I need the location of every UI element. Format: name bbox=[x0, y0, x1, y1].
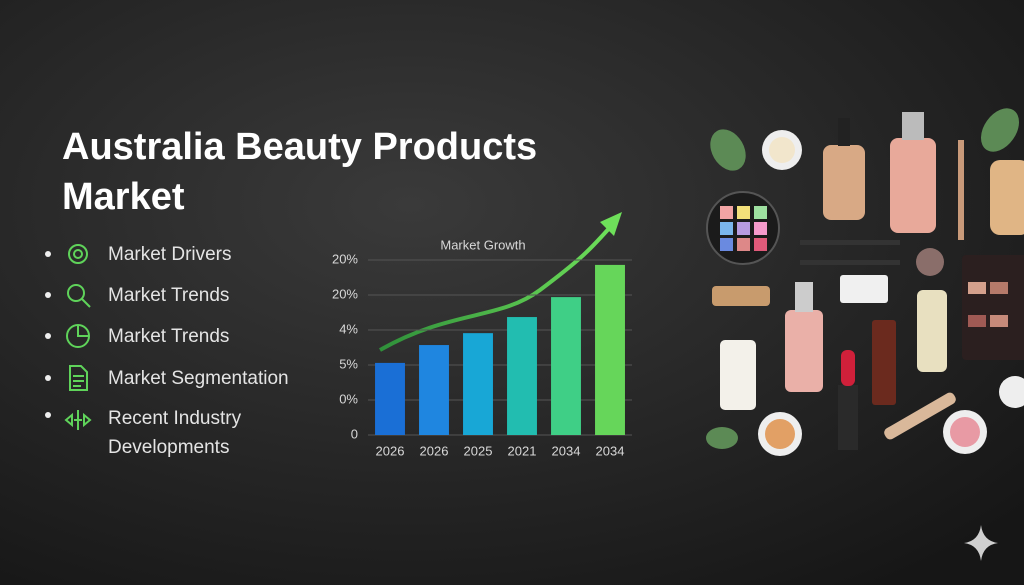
list-item: Market Drivers bbox=[108, 244, 232, 265]
bullet bbox=[45, 333, 51, 339]
x-tick-label: 2026 bbox=[376, 443, 405, 458]
bottle bbox=[917, 290, 947, 372]
eyeshadow-palette bbox=[962, 255, 1024, 360]
list-item: Market Trends bbox=[108, 326, 230, 347]
y-tick-label: 4% bbox=[339, 321, 358, 336]
lip-gloss bbox=[884, 392, 956, 440]
y-tick-label: 0% bbox=[339, 391, 358, 406]
list-item: Recent Industry Developments bbox=[108, 408, 242, 458]
arrow-head bbox=[600, 212, 622, 236]
sparkle-icon bbox=[964, 525, 998, 561]
x-tick-label: 2026 bbox=[420, 443, 449, 458]
y-tick-label: 20% bbox=[332, 286, 358, 301]
y-tick-label: 5% bbox=[339, 356, 358, 371]
palette-colors bbox=[720, 206, 767, 251]
gear-icon bbox=[68, 244, 88, 264]
x-tick-label: 2034 bbox=[596, 443, 625, 458]
bullet bbox=[45, 375, 51, 381]
leaf bbox=[710, 129, 746, 171]
chart-title: Market Growth bbox=[440, 237, 525, 252]
x-tick-label: 2021 bbox=[508, 443, 537, 458]
brush bbox=[800, 260, 900, 265]
list-item: Market Trends bbox=[108, 285, 230, 306]
bottle bbox=[990, 160, 1024, 235]
x-tick-label: 2025 bbox=[464, 443, 493, 458]
bar bbox=[551, 297, 581, 435]
leaf bbox=[706, 427, 738, 449]
jar bbox=[999, 376, 1024, 408]
bullet bbox=[45, 292, 51, 298]
bottle bbox=[785, 310, 823, 392]
bottle bbox=[890, 138, 936, 233]
bar bbox=[419, 345, 449, 435]
document-icon bbox=[69, 365, 88, 391]
development-icon bbox=[64, 410, 92, 430]
product-photo bbox=[706, 108, 1024, 456]
search-icon bbox=[67, 284, 85, 302]
x-tick-label: 2034 bbox=[552, 443, 581, 458]
bullet bbox=[45, 412, 51, 418]
y-tick-label: 0 bbox=[351, 426, 358, 441]
foundation-bottle bbox=[823, 145, 865, 220]
list-item: Market Segmentation bbox=[108, 368, 289, 389]
leaf bbox=[980, 108, 1020, 152]
brush bbox=[958, 140, 964, 240]
bar bbox=[595, 264, 625, 435]
bar bbox=[507, 317, 537, 435]
lipstick bbox=[838, 385, 858, 450]
y-tick-label: 20% bbox=[332, 251, 358, 266]
icons bbox=[64, 244, 92, 430]
bar bbox=[375, 362, 405, 435]
bar bbox=[463, 333, 493, 435]
growth-arrow bbox=[379, 223, 614, 352]
brush bbox=[800, 240, 900, 245]
title: Australia Beauty Products Market bbox=[62, 126, 538, 218]
serum bbox=[872, 320, 896, 405]
lipstick-tube bbox=[712, 286, 770, 306]
tube bbox=[720, 340, 756, 410]
bullet bbox=[45, 251, 51, 257]
compact bbox=[840, 275, 888, 303]
